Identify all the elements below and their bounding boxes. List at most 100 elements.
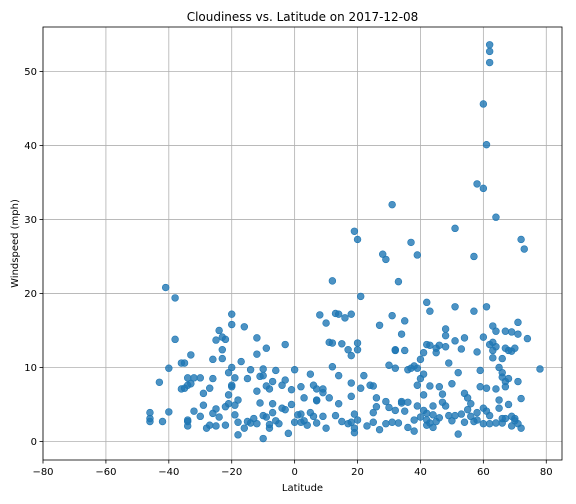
data-point	[281, 405, 289, 414]
data-point	[231, 411, 239, 419]
data-point	[419, 348, 428, 357]
data-point	[451, 224, 459, 233]
data-point	[275, 420, 283, 428]
data-point	[463, 405, 472, 414]
y-tick-label: 20	[24, 289, 37, 300]
data-point	[209, 374, 217, 383]
data-point	[416, 355, 425, 364]
data-point	[482, 384, 491, 392]
data-point	[517, 424, 525, 432]
data-point	[435, 383, 444, 391]
data-point	[413, 364, 422, 372]
data-point	[338, 340, 346, 348]
data-point	[492, 213, 500, 221]
x-tick-label: −40	[158, 467, 179, 478]
data-point	[284, 429, 293, 438]
data-point	[228, 310, 236, 318]
data-point	[438, 390, 447, 398]
data-point	[441, 402, 450, 410]
data-point	[523, 334, 532, 343]
data-point	[334, 371, 343, 380]
data-point	[328, 277, 337, 285]
data-point	[401, 346, 409, 355]
data-point	[224, 391, 233, 399]
data-point	[228, 381, 236, 389]
data-point	[419, 391, 428, 399]
data-point	[426, 307, 434, 315]
data-point	[268, 377, 277, 386]
data-point	[394, 277, 403, 286]
data-point	[470, 252, 478, 261]
data-point	[388, 200, 396, 209]
data-point	[353, 346, 362, 354]
data-point	[485, 420, 494, 428]
data-point	[224, 400, 233, 408]
data-point	[180, 359, 189, 367]
data-point	[419, 370, 428, 378]
y-axis-label: Windspeed (mph)	[10, 199, 21, 288]
data-point	[454, 368, 462, 377]
data-point	[454, 430, 462, 438]
data-point	[451, 411, 459, 420]
data-point	[404, 423, 412, 432]
y-tick-label: 30	[24, 215, 37, 226]
data-point	[190, 374, 198, 382]
data-point	[407, 238, 415, 247]
data-point	[404, 398, 412, 406]
data-point	[482, 140, 491, 149]
data-point	[369, 418, 377, 426]
data-point	[473, 416, 481, 424]
data-point	[476, 366, 484, 375]
data-point	[297, 383, 305, 391]
data-point	[501, 414, 510, 423]
data-point	[432, 348, 440, 357]
data-point	[375, 425, 384, 434]
x-tick-label: −20	[221, 467, 242, 478]
data-point	[423, 409, 431, 418]
x-tick-label: 20	[351, 467, 364, 478]
data-point	[347, 310, 355, 318]
data-point	[328, 339, 337, 347]
data-point	[161, 283, 170, 292]
data-point	[429, 402, 437, 410]
data-point	[391, 346, 399, 354]
data-point	[372, 394, 381, 402]
data-point	[507, 328, 516, 336]
data-point	[259, 365, 267, 373]
data-point	[429, 411, 437, 419]
data-point	[457, 410, 466, 418]
data-point	[382, 255, 390, 264]
data-point	[228, 363, 236, 372]
data-point	[514, 377, 522, 386]
data-point	[498, 368, 506, 377]
data-point	[322, 319, 330, 327]
data-point	[385, 403, 393, 412]
data-point	[165, 364, 173, 372]
data-point	[485, 58, 494, 67]
data-point	[347, 392, 355, 401]
data-point	[237, 357, 245, 366]
data-point	[388, 311, 396, 320]
x-axis-label: Latitude	[282, 483, 323, 494]
data-point	[410, 427, 418, 435]
data-point	[319, 412, 327, 421]
data-point	[429, 423, 437, 432]
data-point	[413, 251, 422, 259]
data-point	[290, 365, 299, 374]
data-point	[467, 400, 475, 408]
data-point	[492, 385, 500, 393]
data-point	[435, 341, 444, 349]
data-point	[460, 334, 469, 342]
chart-title: Cloudiness vs. Latitude on 2017-12-08	[187, 10, 419, 24]
data-point	[319, 388, 327, 397]
data-point	[356, 292, 365, 301]
data-point	[212, 422, 220, 430]
data-point	[492, 327, 500, 335]
data-point	[206, 384, 214, 392]
data-point	[218, 354, 226, 363]
data-point	[146, 408, 154, 417]
data-point	[511, 344, 519, 352]
data-point	[485, 411, 494, 420]
data-point	[441, 325, 450, 333]
data-point	[297, 410, 305, 418]
